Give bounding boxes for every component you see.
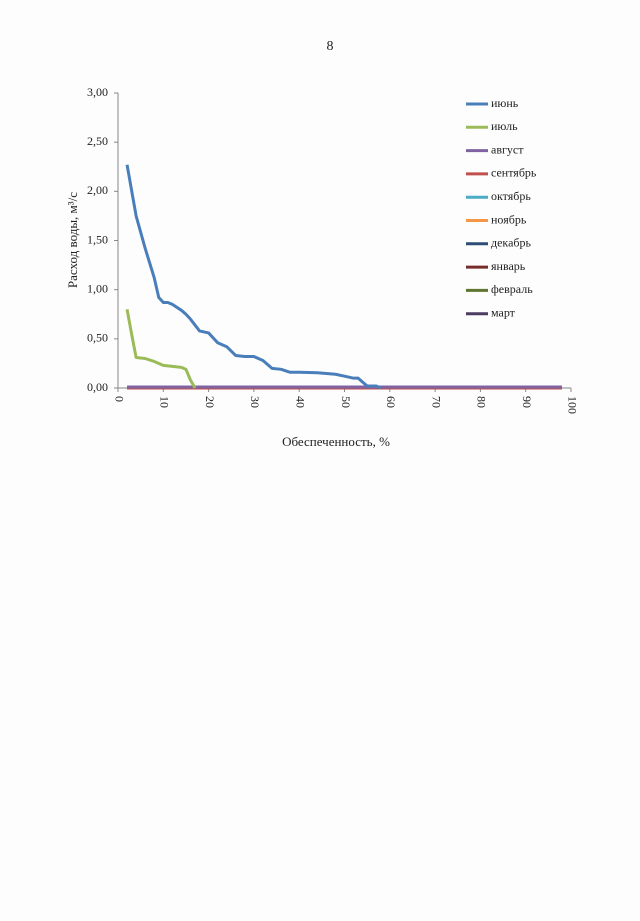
x-tick-label: 60 [384, 396, 398, 408]
x-tick-label: 20 [203, 396, 217, 408]
y-tick-label: 2,00 [87, 183, 108, 197]
x-tick-label: 50 [339, 396, 353, 408]
y-tick-label: 0,50 [87, 331, 108, 345]
legend-label: ноябрь [491, 212, 527, 226]
y-tick-label: 3,00 [87, 85, 108, 99]
legend-label: март [491, 305, 516, 319]
x-axis-title: Обеспеченность, % [282, 434, 390, 449]
y-tick-label: 1,50 [87, 232, 108, 246]
legend-label: июнь [491, 96, 519, 110]
legend-label: август [491, 142, 524, 156]
x-tick-label: 0 [112, 396, 126, 402]
legend-label: февраль [491, 282, 533, 296]
legend-label: январь [491, 259, 526, 273]
x-tick-label: 30 [248, 396, 262, 408]
legend-label: июль [491, 119, 518, 133]
series-line [125, 309, 197, 389]
x-tick-label: 10 [158, 396, 172, 408]
series-line [125, 164, 382, 390]
x-tick-label: 70 [429, 396, 443, 408]
y-axis-title: Расход воды, м³/с [65, 192, 80, 288]
y-tick-label: 2,50 [87, 134, 108, 148]
y-tick-label: 1,00 [87, 281, 108, 295]
page-number: 8 [327, 39, 334, 54]
x-tick-label: 80 [475, 396, 489, 408]
legend-label: октябрь [491, 189, 531, 203]
legend-label: декабрь [491, 236, 532, 250]
legend-label: сентябрь [491, 166, 537, 180]
x-tick-label: 40 [293, 396, 307, 408]
y-tick-label: 0,00 [87, 380, 108, 394]
x-tick-label: 100 [565, 396, 579, 414]
x-tick-label: 90 [520, 396, 534, 408]
